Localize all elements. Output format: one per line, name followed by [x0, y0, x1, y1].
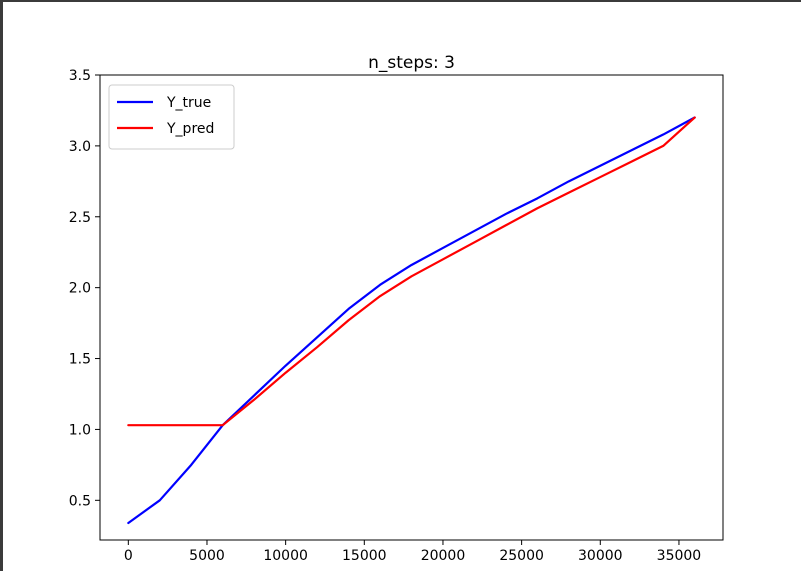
legend-label: Y_pred [166, 121, 214, 137]
y-tick-label: 1.0 [69, 422, 91, 438]
plot-frame [99, 74, 724, 541]
y-tick-label: 0.5 [69, 493, 91, 509]
x-tick-label: 0 [124, 548, 133, 564]
y-tick-label: 3.0 [69, 139, 91, 155]
x-tick-label: 5000 [189, 548, 225, 564]
y-tick-label: 2.5 [69, 210, 91, 226]
y-tick-label: 3.5 [69, 68, 91, 84]
x-tick-label: 10000 [263, 548, 308, 564]
series-line-y-pred [127, 116, 696, 427]
x-tick-label: 30000 [578, 548, 623, 564]
legend-label: Y_true [166, 95, 211, 111]
legend: Y_true Y_pred [108, 84, 235, 150]
x-tick-label: 20000 [421, 548, 466, 564]
x-tick-label: 15000 [342, 548, 387, 564]
line-chart: n_steps: 3 0 5000 10000 15000 20000 25000 3000… [69, 53, 724, 564]
x-tick-label: 25000 [499, 548, 544, 564]
series-line-y-true [127, 116, 696, 525]
figure-canvas: n_steps: 3 0 5000 10000 15000 20000 25000 3000… [3, 2, 801, 571]
y-tick-label: 1.5 [69, 352, 91, 368]
chart-title: n_steps: 3 [368, 53, 455, 73]
y-tick-label: 2.0 [69, 281, 91, 297]
x-tick-label: 35000 [657, 548, 702, 564]
